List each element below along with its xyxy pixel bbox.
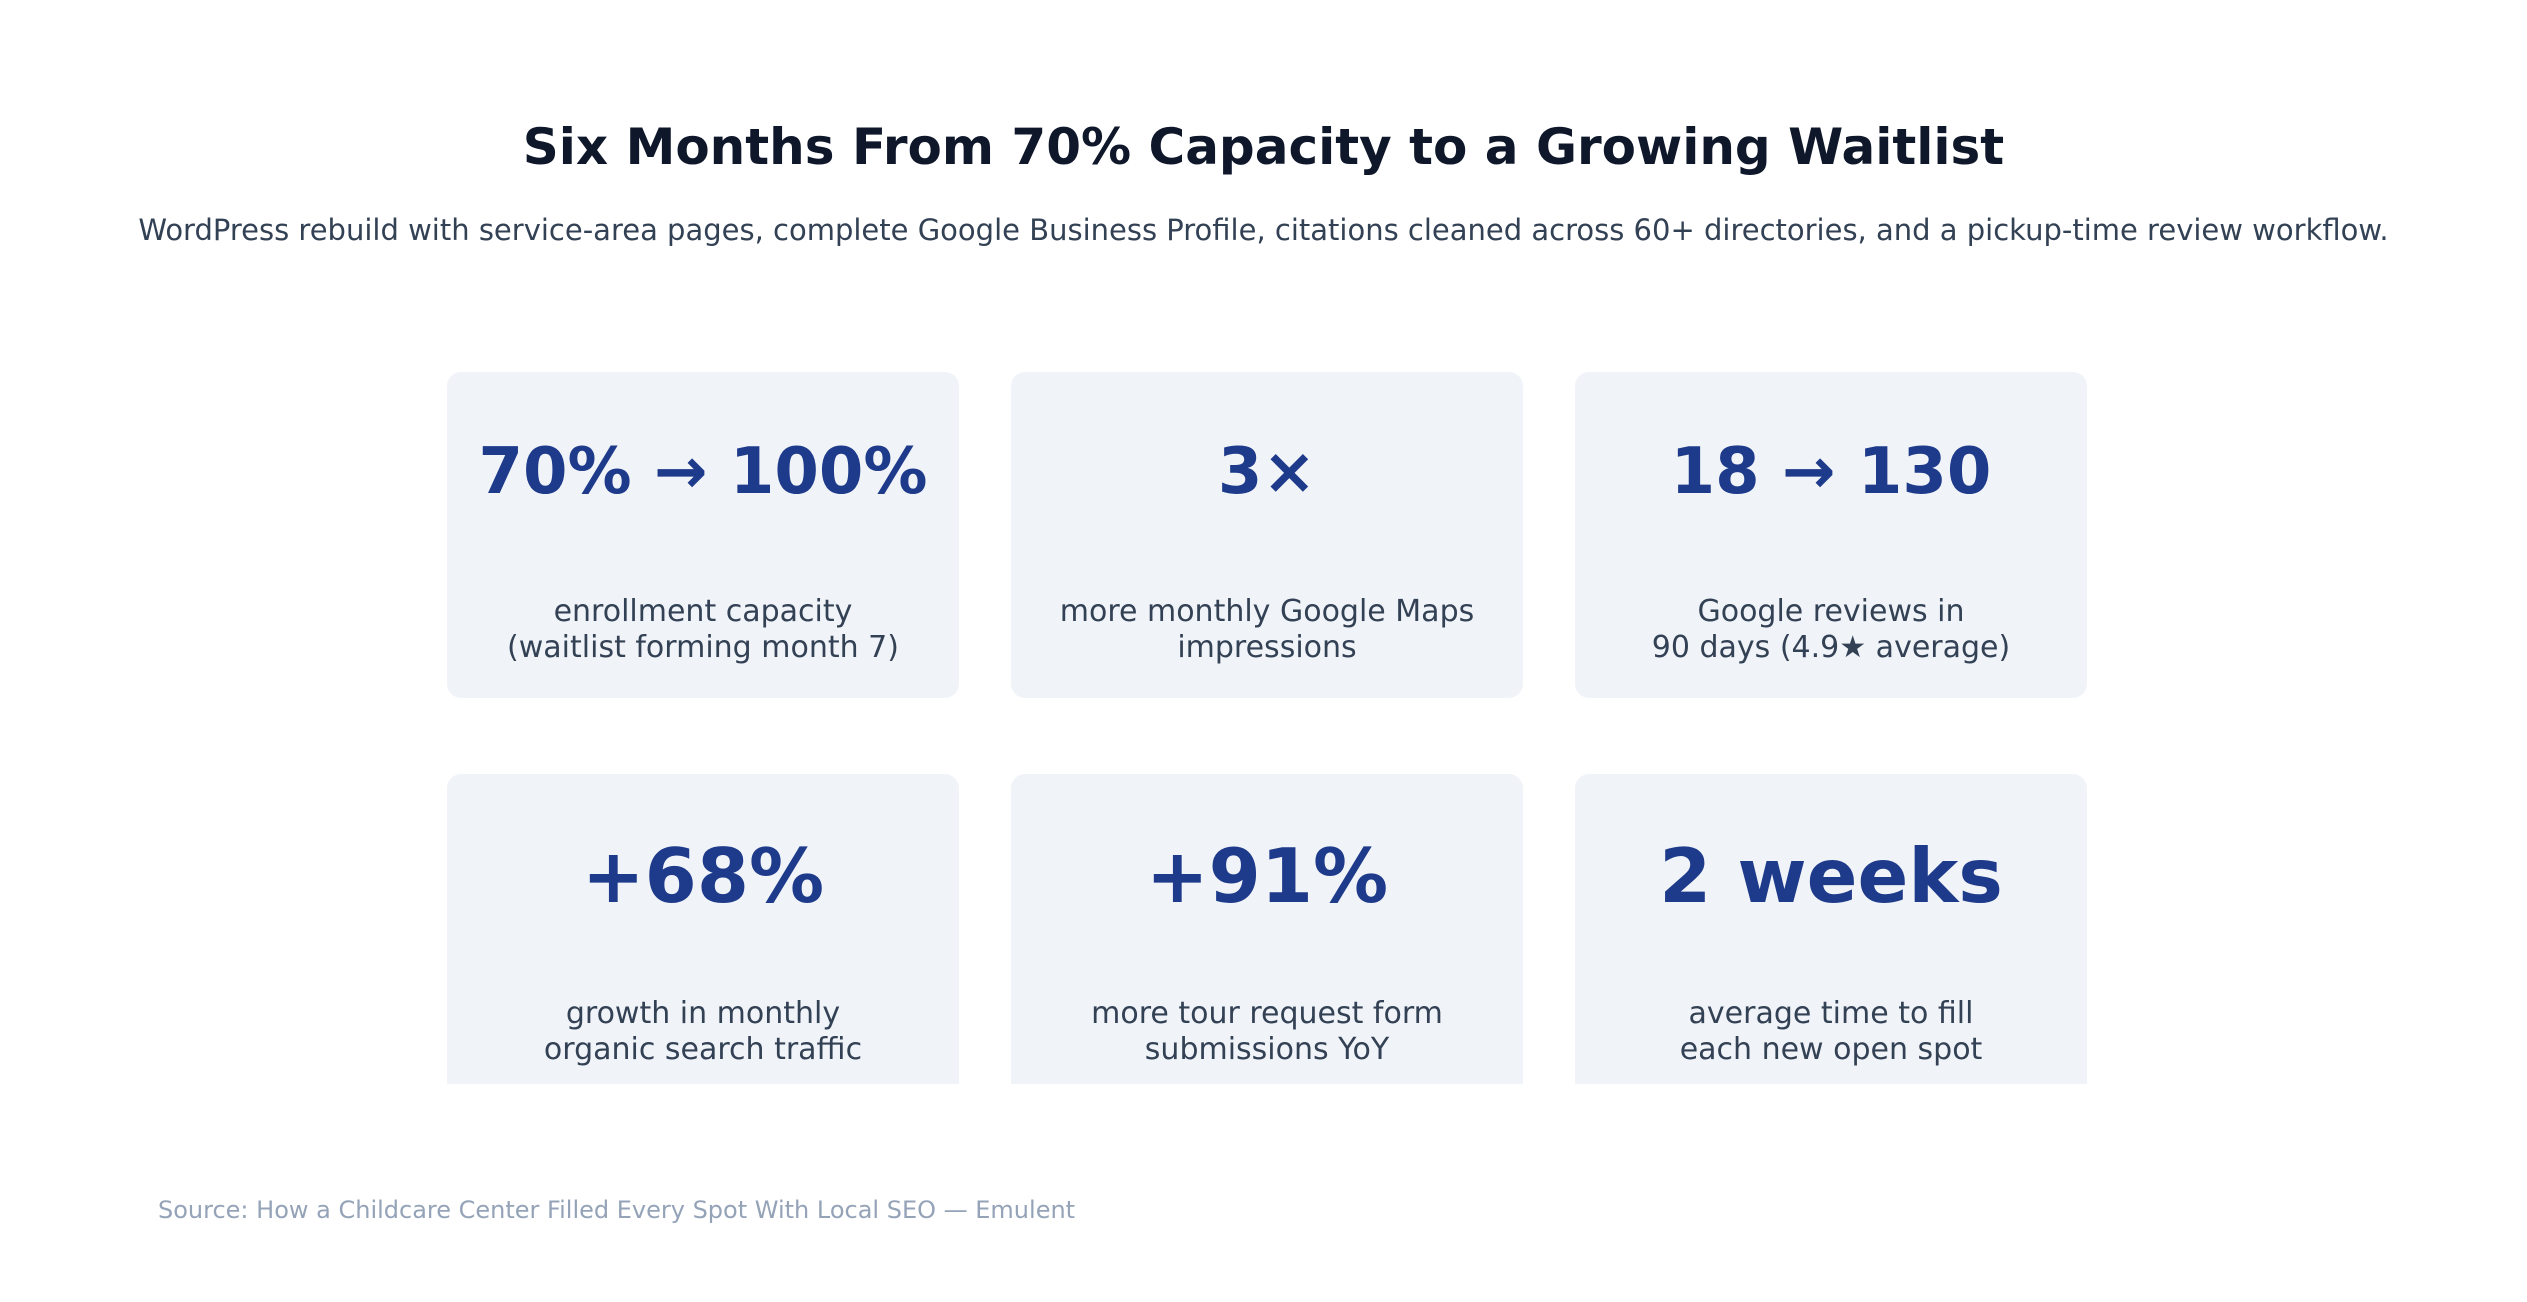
stat-label-line: average time to fill: [1688, 996, 1974, 1031]
stat-value: 2 weeks: [1659, 832, 2003, 920]
stat-label-line: organic search traffic: [543, 1032, 863, 1067]
stat-card-tour-requests: +91% more tour request form submissions …: [1011, 774, 1523, 1084]
stat-label: average time to fill each new open spot: [1575, 996, 2087, 1068]
stat-label-line: growth in monthly: [565, 996, 841, 1031]
stat-label: more monthly Google Maps impressions: [1011, 594, 1523, 666]
stat-label-line: (waitlist forming month 7): [507, 630, 899, 665]
stat-value: +91%: [1145, 832, 1389, 920]
stat-value: 18 → 130: [1670, 435, 1992, 509]
page-subtitle: WordPress rebuild with service-area page…: [138, 213, 2389, 247]
stat-card-time-to-fill: 2 weeks average time to fill each new op…: [1575, 774, 2087, 1084]
stat-label-line: more tour request form: [1091, 996, 1443, 1031]
stat-label: more tour request form submissions YoY: [1011, 996, 1523, 1068]
stat-card-organic-traffic: +68% growth in monthly organic search tr…: [447, 774, 959, 1084]
stat-label-line: each new open spot: [1679, 1032, 1983, 1067]
stat-value: 70% → 100%: [478, 435, 928, 509]
stat-label: growth in monthly organic search traffic: [447, 996, 959, 1068]
stat-label-line: submissions YoY: [1144, 1032, 1390, 1067]
stat-label: Google reviews in 90 days (4.9★ average): [1575, 594, 2087, 666]
page-title: Six Months From 70% Capacity to a Growin…: [522, 118, 2005, 176]
stat-label: enrollment capacity (waitlist forming mo…: [447, 594, 959, 666]
stat-value: +68%: [581, 832, 825, 920]
stat-value: 3×: [1217, 435, 1317, 509]
source-citation: Source: How a Childcare Center Filled Ev…: [158, 1196, 1076, 1224]
stat-label-line: more monthly Google Maps: [1059, 594, 1475, 629]
stat-label-line: impressions: [1177, 630, 1357, 665]
stat-card-reviews: 18 → 130 Google reviews in 90 days (4.9★…: [1575, 372, 2087, 698]
stat-card-enrollment: 70% → 100% enrollment capacity (waitlist…: [447, 372, 959, 698]
stat-label-line: 90 days (4.9★ average): [1651, 630, 2011, 665]
stat-label-line: enrollment capacity: [553, 594, 853, 629]
stat-card-maps-impressions: 3× more monthly Google Maps impressions: [1011, 372, 1523, 698]
stat-label-line: Google reviews in: [1697, 594, 1965, 629]
